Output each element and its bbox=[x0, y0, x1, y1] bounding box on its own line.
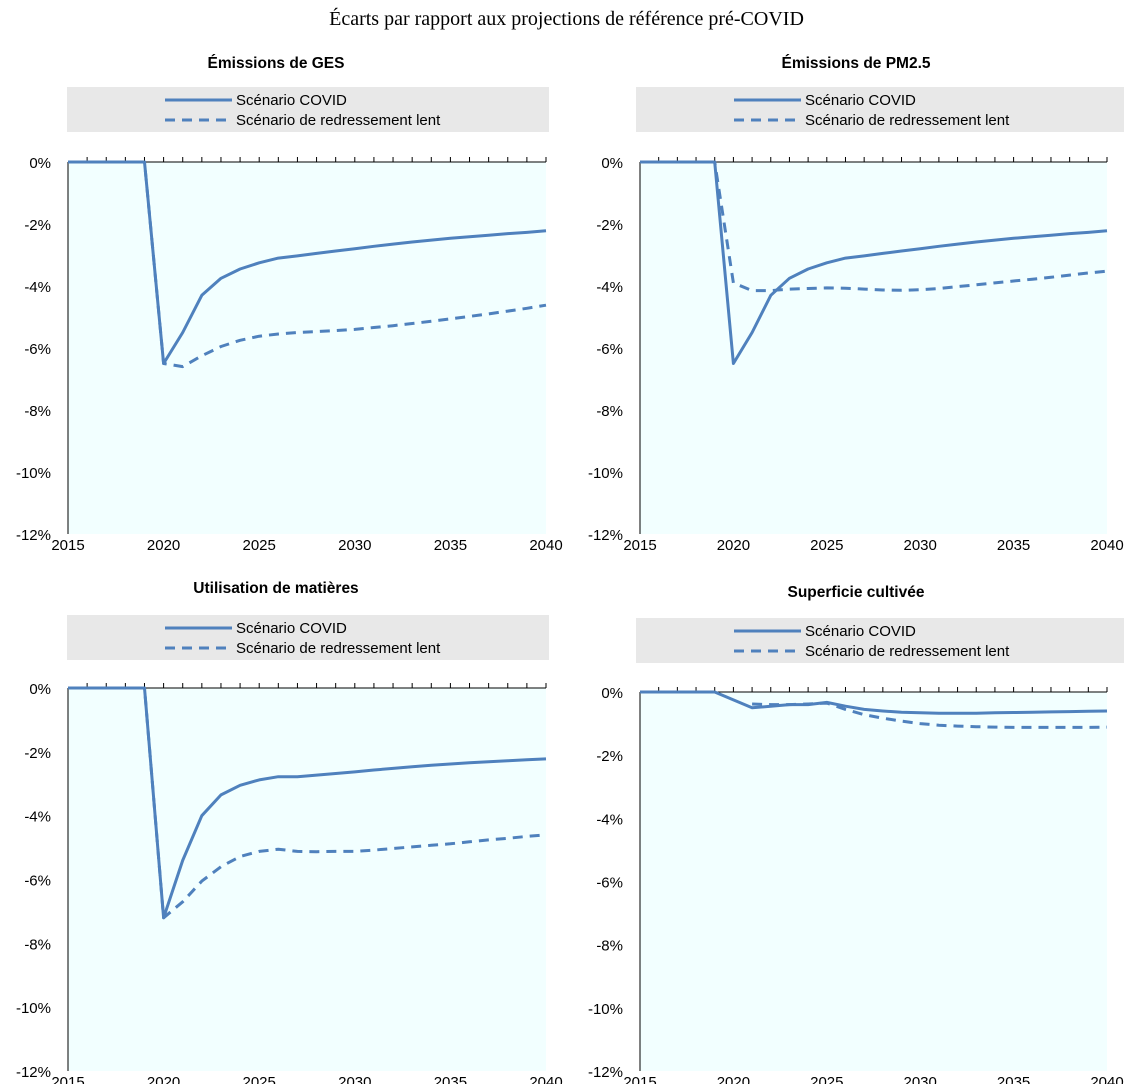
y-tick-label: -8% bbox=[24, 403, 51, 420]
x-tick-label: 2015 bbox=[623, 1074, 656, 1084]
x-tick-label: 2035 bbox=[997, 1074, 1030, 1084]
y-tick-label: -10% bbox=[588, 465, 623, 482]
legend-label-1: Scénario COVID bbox=[805, 623, 916, 640]
x-tick-label: 2020 bbox=[147, 537, 180, 554]
y-tick-label: -8% bbox=[24, 936, 51, 953]
y-tick-label: 0% bbox=[601, 685, 623, 702]
x-tick-label: 2040 bbox=[529, 1074, 562, 1084]
series-line-slow-recovery bbox=[752, 701, 1108, 729]
y-tick-label: -6% bbox=[24, 341, 51, 358]
plot-area bbox=[68, 688, 546, 1071]
y-tick-label: -6% bbox=[24, 873, 51, 890]
y-tick-label: 0% bbox=[29, 155, 51, 172]
panel-title: Utilisation de matières bbox=[193, 580, 358, 597]
x-tick-label: 2020 bbox=[717, 537, 750, 554]
chart-panel-4: Superficie cultivée Scénario COVID Scénari… bbox=[588, 584, 1124, 1084]
series-line-covid bbox=[640, 160, 1108, 365]
y-tick-label: -4% bbox=[596, 811, 623, 828]
y-tick-label: -12% bbox=[16, 1064, 51, 1081]
y-tick-label: -12% bbox=[588, 1064, 623, 1081]
plot-area bbox=[640, 162, 1107, 534]
x-tick-label: 2030 bbox=[338, 1074, 371, 1084]
y-tick-label: -6% bbox=[596, 341, 623, 358]
legend-box bbox=[67, 615, 549, 660]
legend-label-2: Scénario de redressement lent bbox=[805, 643, 1010, 660]
y-tick-label: -10% bbox=[16, 465, 51, 482]
x-tick-label: 2020 bbox=[717, 1074, 750, 1084]
x-tick-label: 2030 bbox=[904, 537, 937, 554]
x-tick-label: 2025 bbox=[810, 537, 843, 554]
y-tick-label: -12% bbox=[16, 527, 51, 544]
y-tick-label: -4% bbox=[24, 279, 51, 296]
legend-label-2: Scénario de redressement lent bbox=[236, 112, 441, 129]
y-tick-label: -10% bbox=[588, 1001, 623, 1018]
x-tick-label: 2035 bbox=[434, 1074, 467, 1084]
legend-box bbox=[67, 87, 549, 132]
panel-title: Émissions de GES bbox=[208, 55, 345, 72]
x-tick-label: 2040 bbox=[529, 537, 562, 554]
plot-area bbox=[640, 692, 1107, 1071]
chart-panel-2: Émissions de PM2.5 Scénario COVID Scénario… bbox=[588, 55, 1124, 554]
legend-label-1: Scénario COVID bbox=[236, 92, 347, 109]
y-tick-label: -4% bbox=[24, 809, 51, 826]
x-tick-label: 2020 bbox=[147, 1074, 180, 1084]
chart-panel-1: Émissions de GES Scénario COVID Scénario d… bbox=[16, 55, 563, 554]
x-tick-label: 2025 bbox=[243, 1074, 276, 1084]
x-tick-label: 2040 bbox=[1090, 1074, 1123, 1084]
y-tick-label: -10% bbox=[16, 1000, 51, 1017]
panel-title: Émissions de PM2.5 bbox=[781, 55, 930, 72]
y-tick-label: -6% bbox=[596, 875, 623, 892]
legend-label-2: Scénario de redressement lent bbox=[805, 112, 1010, 129]
x-tick-label: 2030 bbox=[904, 1074, 937, 1084]
series-line-covid bbox=[640, 690, 1108, 715]
plot-area bbox=[68, 162, 546, 534]
y-tick-label: 0% bbox=[29, 681, 51, 698]
series-line-covid bbox=[68, 686, 547, 920]
y-tick-label: -2% bbox=[24, 217, 51, 234]
x-tick-label: 2030 bbox=[338, 537, 371, 554]
y-tick-label: -2% bbox=[596, 217, 623, 234]
x-tick-label: 2015 bbox=[51, 537, 84, 554]
y-tick-label: -2% bbox=[24, 745, 51, 762]
x-tick-label: 2015 bbox=[51, 1074, 84, 1084]
x-tick-label: 2025 bbox=[243, 537, 276, 554]
y-tick-label: -2% bbox=[596, 748, 623, 765]
y-tick-label: 0% bbox=[601, 155, 623, 172]
legend-box bbox=[636, 618, 1124, 663]
x-tick-label: 2040 bbox=[1090, 537, 1123, 554]
figure-title: Écarts par rapport aux projections de ré… bbox=[329, 8, 804, 30]
x-tick-label: 2035 bbox=[434, 537, 467, 554]
legend-label-1: Scénario COVID bbox=[805, 92, 916, 109]
x-tick-label: 2025 bbox=[810, 1074, 843, 1084]
y-tick-label: -4% bbox=[596, 279, 623, 296]
series-line-slow-recovery bbox=[640, 160, 1108, 293]
legend-label-2: Scénario de redressement lent bbox=[236, 640, 441, 657]
legend-box bbox=[636, 87, 1124, 132]
series-line-slow-recovery bbox=[68, 160, 547, 369]
y-tick-label: -8% bbox=[596, 403, 623, 420]
legend-label-1: Scénario COVID bbox=[236, 620, 347, 637]
panel-title: Superficie cultivée bbox=[788, 584, 925, 601]
chart-panel-3: Utilisation de matières Scénario COVID Scé… bbox=[16, 580, 563, 1084]
x-tick-label: 2035 bbox=[997, 537, 1030, 554]
y-tick-label: -8% bbox=[596, 938, 623, 955]
y-tick-label: -12% bbox=[588, 527, 623, 544]
series-line-slow-recovery bbox=[68, 686, 547, 920]
x-tick-label: 2015 bbox=[623, 537, 656, 554]
